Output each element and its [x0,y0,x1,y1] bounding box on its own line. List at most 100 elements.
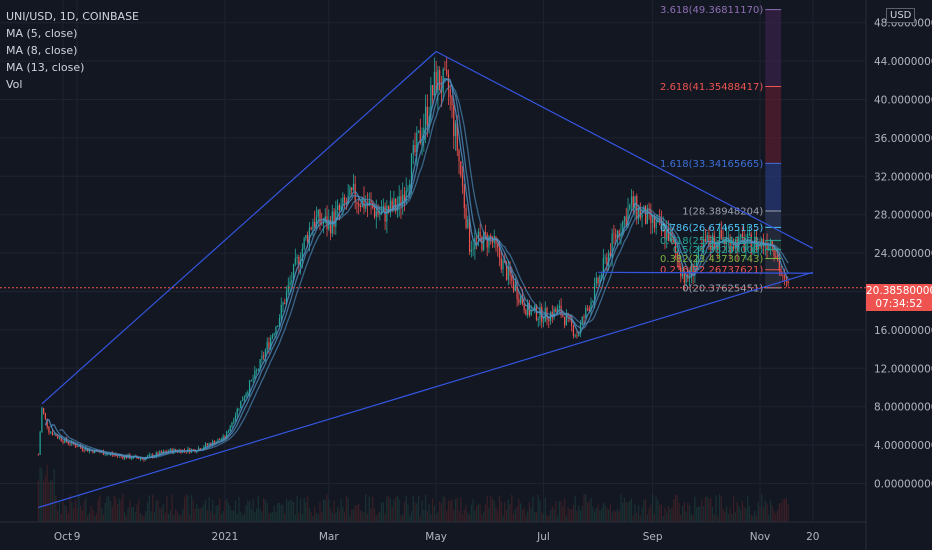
volume-bar [271,512,274,522]
volume-bar [116,503,119,522]
price-tick-label: 4.00000000 [874,440,932,452]
indicator-ma5[interactable]: MA (5, close) [6,27,78,40]
volume-bar [379,511,381,522]
volume-bar [588,501,590,522]
volume-bar [500,501,502,522]
candle-body [613,233,615,235]
candle-body [236,408,238,416]
volume-bar [386,496,388,522]
volume-bar [560,500,562,522]
candle-body [608,252,610,266]
candle-body [233,420,235,423]
candle-body [219,439,221,441]
symbol-title[interactable]: UNI/USD, 1D, COINBASE [6,10,140,23]
volume-bar [143,515,145,522]
candle-body [678,258,680,268]
volume-bar [352,509,355,522]
volume-bar [50,479,52,522]
candle-body [553,308,555,318]
volume-bar [541,511,543,522]
candle-body [312,221,314,230]
volume-bar [456,497,458,522]
indicator-vol[interactable]: Vol [6,78,23,91]
volume-bar [213,514,215,522]
candle-body [622,220,624,234]
candle-body [305,234,307,239]
candle-body [321,223,323,225]
volume-bar [520,503,522,522]
candle-body [588,308,590,311]
volume-bar [60,514,62,522]
candle-body [303,238,305,249]
candle-body [159,451,161,456]
candle-body [470,249,472,252]
trend-layer[interactable] [38,50,814,509]
candle-body [203,447,205,449]
volume-bar [176,511,179,522]
candle-body [669,231,671,242]
volume-bar [136,504,138,522]
indicator-ma8[interactable]: MA (8, close) [6,44,78,57]
candle-body [666,229,668,240]
volume-bar [483,511,485,522]
volume-bar [463,509,465,522]
candle-body [618,230,620,237]
candle-body [261,355,263,360]
volume-bar [504,501,506,522]
candle-body [71,441,73,445]
volume-bar [291,500,293,522]
volume-bar [623,498,626,522]
candle-body [417,130,420,133]
candle-body [460,161,462,176]
volume-bar [740,509,742,522]
volume-bar [652,494,654,522]
candle-body [322,222,325,224]
candle-body [229,426,231,432]
candle-body [699,245,701,248]
candle-body [241,400,244,401]
volume-bar [215,506,217,522]
volume-bar [247,500,249,522]
volume-bar [562,506,564,522]
candle-body [131,458,133,460]
volume-bar [189,514,191,522]
fib-zone-0 [765,269,782,288]
candle-body [400,196,402,207]
volume-bar [62,501,64,522]
candle-body [535,305,538,321]
candle-body [479,231,481,237]
volume-bar [234,500,237,522]
time-tick-label: Mar [319,531,339,543]
currency-badge[interactable]: USD [886,8,916,23]
volume-bar [553,509,555,522]
volume-bar [620,494,622,522]
candle-body [349,187,351,196]
volume-bar [41,468,43,522]
volume-bar [185,494,187,522]
volume-bar [713,514,715,522]
volume-bar [710,498,712,522]
candle-body [213,441,215,444]
indicator-ma13[interactable]: MA (13, close) [6,61,85,74]
candle-body [542,321,545,323]
volume-bar [514,509,516,522]
volume-bar [523,507,525,522]
volume-bar [173,514,175,522]
volume-bar [310,512,312,522]
candle-body [527,303,529,316]
volume-bar [497,510,499,522]
volume-bar [219,498,221,522]
candle-body [697,247,700,260]
volume-bar [410,511,413,522]
volume-bar [673,498,675,522]
candle-body [488,235,490,248]
candle-body [240,400,242,409]
candle-body [296,257,298,259]
volume-bar [539,500,541,522]
volume-bar [384,513,386,522]
candle-body [338,205,340,211]
volume-bar [361,511,363,522]
volume-bar [345,495,347,522]
candle-body [602,257,604,276]
